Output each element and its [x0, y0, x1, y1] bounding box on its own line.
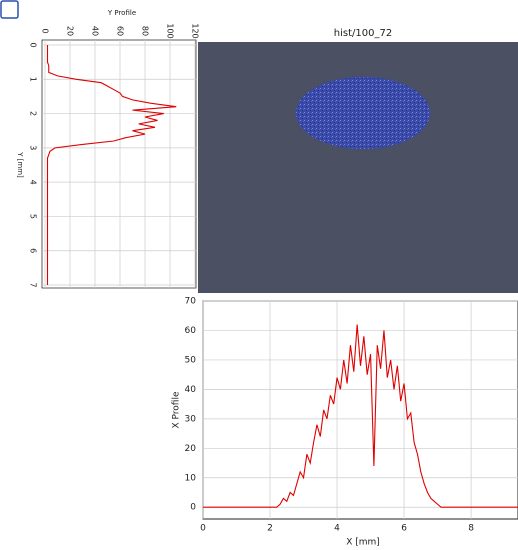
- position-tick-label: 0: [29, 42, 38, 47]
- y-tick-label: 50: [185, 355, 197, 365]
- position-tick-label: 6: [29, 248, 38, 253]
- position-tick-label: 5: [29, 214, 38, 219]
- x-tick-label: 2: [267, 524, 273, 534]
- hist-title: hist/100_72: [334, 28, 392, 39]
- y-axis-label: X Profile: [172, 391, 182, 428]
- position-tick-label: 3: [29, 145, 38, 150]
- position-tick-label: 1: [29, 77, 38, 82]
- value-tick-label: 60: [116, 26, 125, 36]
- y-tick-label: 60: [185, 326, 197, 336]
- position-tick-label: 7: [29, 282, 38, 287]
- x-tick-label: 8: [468, 524, 474, 534]
- x-tick-label: 4: [334, 524, 340, 534]
- corner-button[interactable]: [1, 1, 18, 18]
- value-tick-label: 40: [91, 26, 100, 36]
- x-tick-label: 0: [200, 524, 206, 534]
- y-tick-label: 20: [185, 444, 197, 454]
- x-axis-label: X [mm]: [346, 538, 380, 548]
- value-tick-label: 80: [141, 26, 150, 36]
- x-tick-label: 6: [401, 524, 407, 534]
- axis-label: Y [mm]: [16, 151, 24, 178]
- value-tick-label: 120: [191, 23, 200, 38]
- y-tick-label: 30: [185, 414, 197, 424]
- profile-viewer: hist/100_72 02040608010012001234567Y Pro…: [0, 0, 518, 550]
- y-tick-label: 40: [185, 385, 197, 395]
- value-tick-label: 0: [41, 28, 50, 33]
- y-tick-label: 10: [185, 473, 197, 483]
- value-tick-label: 20: [66, 26, 75, 36]
- chart-title: Y Profile: [107, 9, 136, 17]
- y-tick-label: 70: [185, 297, 197, 307]
- position-tick-label: 4: [29, 180, 38, 185]
- position-tick-label: 2: [29, 111, 38, 116]
- hist-blob: [296, 77, 430, 149]
- y-tick-label: 0: [190, 503, 196, 513]
- value-tick-label: 100: [166, 23, 175, 38]
